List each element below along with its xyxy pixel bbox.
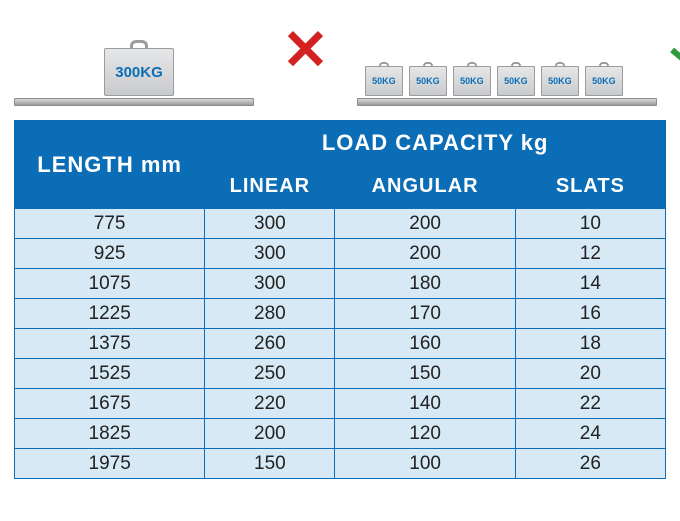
cell-linear: 200 (205, 419, 335, 449)
cell-linear: 150 (205, 449, 335, 479)
cell-angular: 160 (335, 329, 515, 359)
cell-angular: 140 (335, 389, 515, 419)
cross-icon: ✕ (282, 22, 329, 78)
cell-length: 1375 (15, 329, 205, 359)
table-row: 182520012024 (15, 419, 666, 449)
table-row: 152525015020 (15, 359, 666, 389)
weight-label: 50KG (585, 66, 623, 96)
small-weight: 50KG (585, 62, 623, 96)
small-weight: 50KG (541, 62, 579, 96)
cell-slats: 24 (515, 419, 665, 449)
cell-length: 1075 (15, 269, 205, 299)
cell-linear: 260 (205, 329, 335, 359)
load-capacity-table: LENGTH mm LOAD CAPACITY kg LINEAR ANGULA… (14, 120, 666, 479)
weight-label: 50KG (497, 66, 535, 96)
slats-header: SLATS (515, 165, 665, 209)
cell-linear: 300 (205, 239, 335, 269)
linear-header: LINEAR (205, 165, 335, 209)
platform-bar (14, 98, 254, 106)
distributed-weights-row: 50KG50KG50KG50KG50KG50KG (365, 62, 623, 96)
cell-length: 775 (15, 209, 205, 239)
cell-slats: 10 (515, 209, 665, 239)
check-icon (671, 36, 680, 59)
cell-length: 925 (15, 239, 205, 269)
angular-header: ANGULAR (335, 165, 515, 209)
cell-slats: 14 (515, 269, 665, 299)
table-row: 77530020010 (15, 209, 666, 239)
cell-length: 1825 (15, 419, 205, 449)
weight-label: 50KG (541, 66, 579, 96)
weight-label: 50KG (409, 66, 447, 96)
cell-slats: 26 (515, 449, 665, 479)
cell-linear: 280 (205, 299, 335, 329)
cell-length: 1225 (15, 299, 205, 329)
cell-angular: 200 (335, 209, 515, 239)
single-heavy-weight: 300KG (104, 40, 174, 96)
cell-length: 1525 (15, 359, 205, 389)
weight-label: 50KG (365, 66, 403, 96)
cell-angular: 150 (335, 359, 515, 389)
cell-angular: 170 (335, 299, 515, 329)
cell-linear: 250 (205, 359, 335, 389)
table-row: 92530020012 (15, 239, 666, 269)
cell-length: 1675 (15, 389, 205, 419)
small-weight: 50KG (365, 62, 403, 96)
cell-linear: 300 (205, 269, 335, 299)
cell-slats: 12 (515, 239, 665, 269)
platform-bar (357, 98, 657, 106)
correct-load-scene: 50KG50KG50KG50KG50KG50KG (357, 62, 657, 106)
cell-linear: 300 (205, 209, 335, 239)
weight-label: 300KG (104, 48, 174, 96)
cell-slats: 16 (515, 299, 665, 329)
cell-angular: 120 (335, 419, 515, 449)
cell-linear: 220 (205, 389, 335, 419)
weight-label: 50KG (453, 66, 491, 96)
small-weight: 50KG (497, 62, 535, 96)
table-row: 137526016018 (15, 329, 666, 359)
small-weight: 50KG (409, 62, 447, 96)
cell-slats: 22 (515, 389, 665, 419)
table-row: 107530018014 (15, 269, 666, 299)
wrong-load-scene: 300KG (14, 40, 254, 106)
cell-slats: 20 (515, 359, 665, 389)
cell-length: 1975 (15, 449, 205, 479)
table-body: 7753002001092530020012107530018014122528… (15, 209, 666, 479)
small-weight: 50KG (453, 62, 491, 96)
table-row: 197515010026 (15, 449, 666, 479)
load-capacity-header: LOAD CAPACITY kg (205, 121, 666, 165)
load-distribution-illustration: 300KG ✕ 50KG50KG50KG50KG50KG50KG (14, 6, 666, 106)
table-row: 122528017016 (15, 299, 666, 329)
cell-slats: 18 (515, 329, 665, 359)
length-header: LENGTH mm (15, 121, 205, 209)
table-row: 167522014022 (15, 389, 666, 419)
cell-angular: 200 (335, 239, 515, 269)
cell-angular: 180 (335, 269, 515, 299)
cell-angular: 100 (335, 449, 515, 479)
